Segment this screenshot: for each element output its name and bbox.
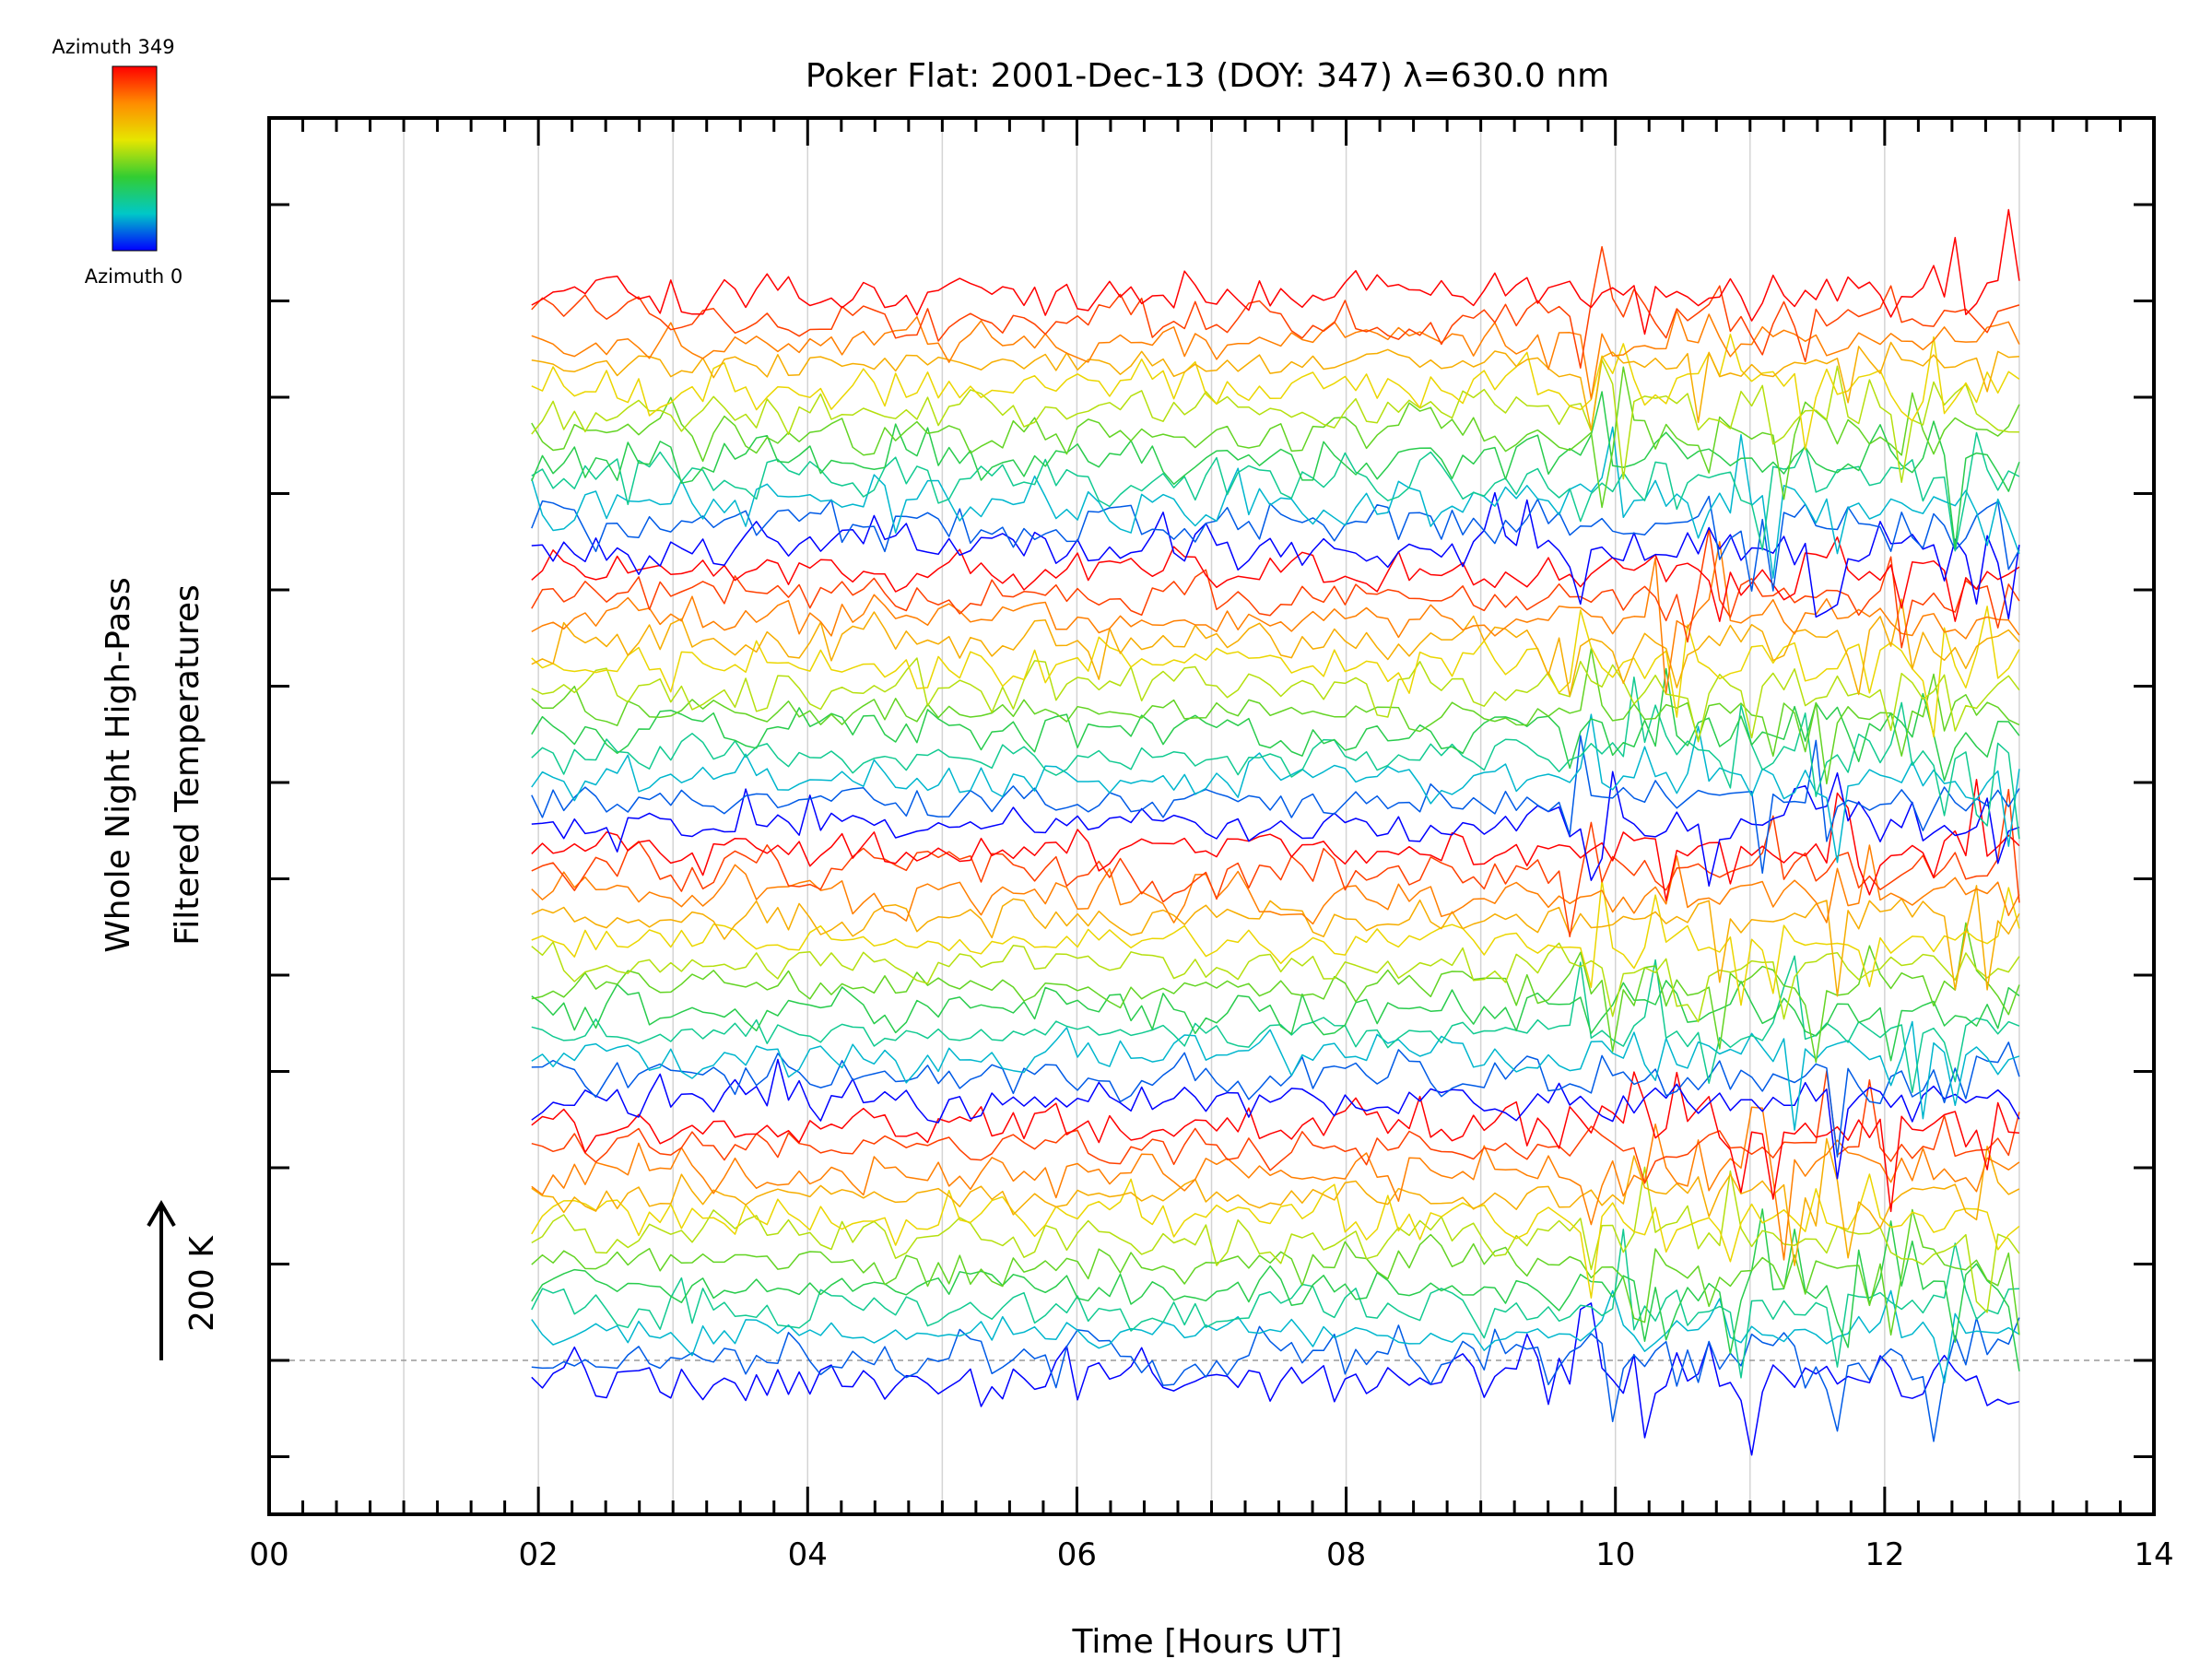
chart-title: Poker Flat: 2001-Dec-13 (DOY: 347) λ=630… xyxy=(806,57,1609,95)
colorbar: Azimuth 349 Azimuth 0 xyxy=(52,36,182,288)
series-line xyxy=(531,1208,2020,1371)
series-line xyxy=(531,1071,2019,1213)
series-line xyxy=(531,1289,2020,1384)
series-line xyxy=(531,1229,2019,1379)
series-line xyxy=(531,528,2020,649)
series-line xyxy=(531,879,2020,1006)
series-line xyxy=(531,735,2020,875)
series-line xyxy=(531,208,2020,335)
series-line xyxy=(531,788,2020,937)
series-line xyxy=(531,606,2020,738)
series-line xyxy=(531,1058,2020,1180)
series-line xyxy=(531,778,2020,901)
series-line xyxy=(531,980,2020,1062)
series-line xyxy=(531,1317,2020,1442)
series-line xyxy=(531,495,2020,593)
series-line xyxy=(531,598,2020,697)
series-line xyxy=(531,391,2020,549)
x-tick-label: 08 xyxy=(1326,1536,1366,1573)
series-line xyxy=(531,1020,2020,1131)
series-line xyxy=(531,676,2020,840)
series-line xyxy=(531,657,2020,743)
series-line xyxy=(531,245,2020,369)
series-line xyxy=(531,1106,2020,1261)
series-line xyxy=(531,341,2019,431)
x-tick-label: 04 xyxy=(788,1536,828,1573)
series-line xyxy=(531,426,2020,579)
series-line xyxy=(531,491,2020,620)
series-line xyxy=(531,1173,2020,1299)
y-axis-label-line2: Filtered Temperatures xyxy=(169,584,206,946)
series-line xyxy=(531,1166,2020,1313)
series-line xyxy=(531,1070,2020,1184)
scale-arrow xyxy=(147,1200,176,1360)
colorbar-top-label: Azimuth 349 xyxy=(52,36,174,58)
x-tick-label: 06 xyxy=(1057,1536,1097,1573)
x-tick-label: 02 xyxy=(519,1536,559,1573)
x-tick-label: 14 xyxy=(2134,1536,2173,1573)
series-line xyxy=(531,885,2020,997)
series-line xyxy=(531,713,2020,864)
x-tick-label: 10 xyxy=(1595,1536,1635,1573)
series-line xyxy=(531,1137,2020,1266)
series-line xyxy=(531,941,2020,1023)
series-line xyxy=(531,1302,2020,1456)
x-tick-label: 00 xyxy=(249,1536,288,1573)
series-line xyxy=(531,359,2019,484)
series-line xyxy=(531,648,2020,785)
series-line xyxy=(531,333,2020,451)
series-line xyxy=(531,844,2020,925)
scale-label: 200 K xyxy=(183,1235,221,1332)
colorbar-bottom-label: Azimuth 0 xyxy=(85,265,183,288)
series-line xyxy=(531,309,2020,400)
series-line xyxy=(531,536,2020,622)
series-line xyxy=(531,922,2020,1064)
x-axis-label: Time [Hours UT] xyxy=(1072,1623,1343,1659)
series-line xyxy=(531,667,2020,782)
series-line xyxy=(531,955,2020,1094)
axis-ticks xyxy=(267,118,2156,1514)
series-group xyxy=(531,208,2020,1456)
colorbar-gradient xyxy=(112,65,158,252)
y-axis-label-line1: Whole Night High-Pass xyxy=(100,577,137,953)
series-line xyxy=(531,541,2020,694)
x-tick-labels: 00 02 04 06 08 10 12 14 xyxy=(249,1536,2173,1573)
x-tick-label: 12 xyxy=(1865,1536,1904,1573)
series-line xyxy=(531,771,2020,887)
